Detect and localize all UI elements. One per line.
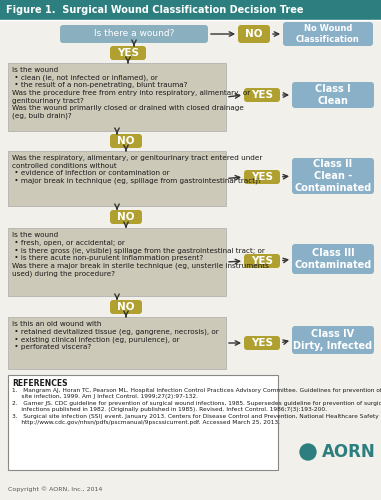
Text: NO: NO (117, 136, 135, 146)
FancyBboxPatch shape (8, 228, 226, 296)
FancyBboxPatch shape (60, 25, 208, 43)
FancyBboxPatch shape (292, 326, 374, 354)
FancyBboxPatch shape (292, 82, 374, 108)
FancyBboxPatch shape (244, 254, 280, 268)
Text: Is this an old wound with
 • retained devitalized tissue (eg, gangrene, necrosis: Is this an old wound with • retained dev… (12, 321, 219, 350)
Text: YES: YES (251, 338, 273, 348)
Text: YES: YES (251, 172, 273, 182)
Text: NO: NO (245, 29, 263, 39)
FancyBboxPatch shape (110, 134, 142, 148)
Text: YES: YES (251, 256, 273, 266)
FancyBboxPatch shape (110, 300, 142, 314)
Text: Class I
Clean: Class I Clean (315, 84, 351, 106)
Text: Is there a wound?: Is there a wound? (94, 30, 174, 38)
Text: AORN: AORN (322, 443, 376, 461)
Text: Copyright © AORN, Inc., 2014: Copyright © AORN, Inc., 2014 (8, 486, 102, 492)
Text: Was the respiratory, alimentary, or genitourinary tract entered under
controlled: Was the respiratory, alimentary, or geni… (12, 155, 263, 184)
FancyBboxPatch shape (8, 63, 226, 131)
FancyBboxPatch shape (110, 210, 142, 224)
Text: NO: NO (117, 212, 135, 222)
Text: Class IV
Dirty, Infected: Class IV Dirty, Infected (293, 329, 373, 351)
Text: NO: NO (117, 302, 135, 312)
Text: Is the wound
 • clean (ie, not infected or inflamed), or
 • the result of a non-: Is the wound • clean (ie, not infected o… (12, 67, 250, 119)
Text: Class III
Contaminated: Class III Contaminated (295, 248, 371, 270)
FancyBboxPatch shape (8, 151, 226, 206)
FancyBboxPatch shape (292, 244, 374, 274)
FancyBboxPatch shape (110, 46, 146, 60)
FancyBboxPatch shape (244, 88, 280, 102)
Text: REFERENCES: REFERENCES (12, 379, 67, 388)
Text: Is the wound
 • fresh, open, or accidental; or
 • is there gross (ie, visible) s: Is the wound • fresh, open, or accidenta… (12, 232, 269, 277)
FancyBboxPatch shape (244, 336, 280, 350)
FancyBboxPatch shape (292, 158, 374, 194)
Text: No Wound
Classification: No Wound Classification (296, 24, 360, 44)
FancyBboxPatch shape (238, 25, 270, 43)
Circle shape (300, 444, 316, 460)
FancyBboxPatch shape (283, 22, 373, 46)
Text: Figure 1.  Surgical Wound Classification Decision Tree: Figure 1. Surgical Wound Classification … (6, 5, 304, 15)
Text: YES: YES (251, 90, 273, 100)
Text: YES: YES (117, 48, 139, 58)
FancyBboxPatch shape (244, 170, 280, 184)
Text: 1.   Mangram AJ, Horan TC, Pearson ML. Hospital Infection Control Practices Advi: 1. Mangram AJ, Horan TC, Pearson ML. Hos… (12, 388, 381, 425)
FancyBboxPatch shape (8, 375, 278, 470)
FancyBboxPatch shape (0, 0, 381, 20)
FancyBboxPatch shape (8, 317, 226, 369)
Text: Class II
Clean -
Contaminated: Class II Clean - Contaminated (295, 160, 371, 192)
